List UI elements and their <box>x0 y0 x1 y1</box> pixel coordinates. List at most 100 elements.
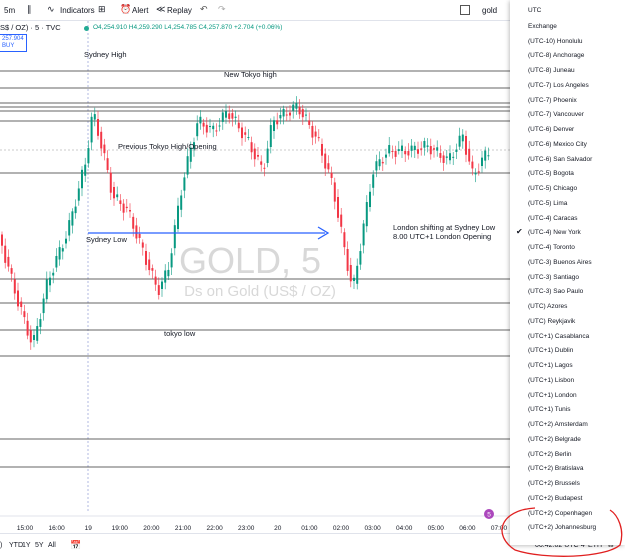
time-tick-label: 19:00 <box>112 525 129 532</box>
candle-body <box>33 335 35 340</box>
timezone-item[interactable]: (UTC-6) San Salvador <box>528 155 593 163</box>
candle-body <box>474 172 477 175</box>
undo-button[interactable]: ↶ <box>200 4 208 14</box>
timezone-item[interactable]: (UTC+1) Lagos <box>528 362 573 369</box>
candle-body <box>282 108 285 117</box>
timezone-item[interactable]: (UTC-8) Anchorage <box>528 52 585 60</box>
timezone-item[interactable]: (UTC+1) Tunis <box>528 406 571 414</box>
range-button[interactable]: YTD <box>9 542 23 549</box>
timezone-item[interactable]: (UTC-4) New York <box>528 229 581 237</box>
candle-body <box>417 149 419 154</box>
redo-button[interactable]: ↷ <box>218 4 226 14</box>
timezone-item[interactable]: (UTC+2) Belgrade <box>528 435 581 443</box>
menu-header-item[interactable]: UTC <box>528 7 542 14</box>
goto-date-icon[interactable]: 📅 <box>70 540 82 550</box>
candle-body <box>378 159 381 167</box>
candle-body <box>337 197 339 218</box>
red-annotation <box>501 507 623 557</box>
timezone-item[interactable]: (UTC-5) Lima <box>528 199 568 207</box>
fullscreen-checkbox[interactable] <box>460 5 470 15</box>
timezone-item[interactable]: (UTC-4) Toronto <box>528 244 575 251</box>
candle-body <box>279 114 282 119</box>
candle-body <box>1 234 3 246</box>
search-field[interactable]: gold <box>482 6 498 15</box>
session-button[interactable]: ETH <box>588 542 602 549</box>
candle-body <box>241 127 243 139</box>
clock[interactable]: 06:42:02 UTC-4 <box>535 542 585 549</box>
timezone-item[interactable]: (UTC+1) Lisbon <box>528 376 575 384</box>
candle-body <box>442 155 445 163</box>
candle-body <box>154 276 157 285</box>
indicators-button[interactable]: Indicators <box>60 6 95 15</box>
candle-body <box>141 242 144 248</box>
timezone-item[interactable]: (UTC-8) Juneau <box>528 67 575 74</box>
time-tick-label: 03:00 <box>364 525 381 532</box>
interval-button[interactable]: 5m <box>4 6 16 15</box>
candle-body <box>177 205 179 229</box>
candle-body <box>253 148 256 160</box>
annotation: New Tokyo high <box>224 70 277 79</box>
candle-body <box>7 256 10 267</box>
timezone-item[interactable]: (UTC-5) Chicago <box>528 185 578 192</box>
timezone-item[interactable]: (UTC+2) Copenhagen <box>528 509 593 517</box>
selected-check: ✔ <box>516 227 523 237</box>
candle-body <box>23 311 26 318</box>
buy-price-box[interactable]: 257.904 BUY <box>0 34 27 52</box>
timezone-item[interactable]: (UTC+1) London <box>528 391 577 399</box>
timezone-item[interactable]: (UTC-6) Denver <box>528 126 575 133</box>
candle-body <box>394 151 397 157</box>
timezone-item[interactable]: (UTC-3) Santiago <box>528 273 579 281</box>
range-button[interactable]: All <box>48 542 56 549</box>
candle-body <box>359 251 362 265</box>
alert-button[interactable]: Alert <box>132 6 149 15</box>
candle-body <box>321 144 323 156</box>
timezone-item[interactable]: (UTC-3) Buenos Aires <box>528 258 592 266</box>
candle-body <box>369 191 371 207</box>
candle-body <box>186 156 189 175</box>
timezone-item[interactable]: (UTC+1) Casablanca <box>528 332 590 340</box>
timezone-item[interactable]: (UTC+2) Brussels <box>528 480 580 487</box>
menu-header-item[interactable]: Exchange <box>528 22 557 30</box>
candle-body <box>397 149 400 151</box>
candle-body <box>39 319 42 327</box>
candle-body <box>10 268 13 274</box>
timezone-item[interactable]: (UTC-5) Bogota <box>528 170 574 178</box>
indicators-icon[interactable]: ∿ <box>47 4 55 14</box>
timezone-item[interactable]: (UTC-7) Los Angeles <box>528 81 589 89</box>
replay-button[interactable]: Replay <box>167 6 192 15</box>
candle-body <box>407 151 410 156</box>
timezone-item[interactable]: (UTC+2) Budapest <box>528 494 583 502</box>
candle-body <box>77 188 80 201</box>
candle-body <box>362 223 365 246</box>
candle-body <box>100 131 103 149</box>
candle-body <box>285 114 288 116</box>
range-button[interactable]: 5Y <box>35 542 44 549</box>
timezone-item[interactable]: (UTC+2) Berlin <box>528 450 572 458</box>
timezone-item[interactable]: (UTC+2) Johannesburg <box>528 524 597 532</box>
timezone-item[interactable]: (UTC-7) Vancouver <box>528 111 584 119</box>
timezone-item[interactable]: (UTC-3) Sao Paulo <box>528 288 584 296</box>
candle-body <box>129 210 131 212</box>
candle-body <box>346 249 349 271</box>
time-tick-label: 20:00 <box>143 525 160 532</box>
timezone-item[interactable]: (UTC+1) Dublin <box>528 347 574 355</box>
candle-body <box>324 153 327 169</box>
timezone-item[interactable]: (UTC+2) Bratislava <box>528 465 584 473</box>
timezone-item[interactable]: (UTC-7) Phoenix <box>528 96 577 104</box>
timezone-item[interactable]: (UTC-4) Caracas <box>528 214 578 222</box>
alert-icon[interactable]: ⏰ <box>120 4 132 14</box>
annotation: Sydney High <box>84 50 127 59</box>
buy-label: BUY <box>2 43 15 49</box>
time-tick-label: 15:00 <box>17 525 34 532</box>
candle-type-icon[interactable]: ∥ <box>27 4 32 14</box>
timezone-item[interactable]: (UTC-10) Honolulu <box>528 37 583 45</box>
timezone-item[interactable]: (UTC) Azores <box>528 303 568 310</box>
replay-icon[interactable]: ≪ <box>156 4 166 14</box>
timezone-item[interactable]: (UTC-6) Mexico City <box>528 140 587 148</box>
candle-body <box>349 265 352 282</box>
range-button[interactable]: 1Y <box>22 542 31 549</box>
layouts-icon[interactable]: ⊞ <box>98 4 106 14</box>
symbol-name[interactable]: S$ / OZ) · 5 · TVC <box>0 23 61 32</box>
timezone-item[interactable]: (UTC) Reykjavik <box>528 317 576 325</box>
timezone-item[interactable]: (UTC+2) Amsterdam <box>528 421 588 428</box>
